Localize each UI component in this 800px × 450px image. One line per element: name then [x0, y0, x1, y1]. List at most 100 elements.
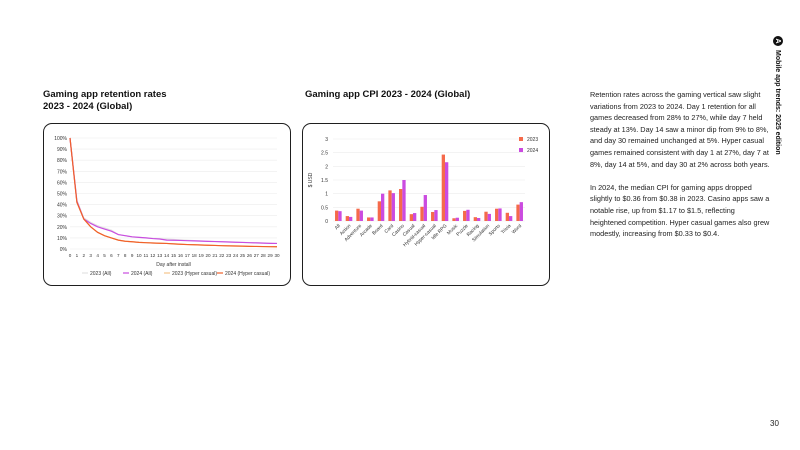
x-tick-label: 23	[226, 253, 232, 258]
x-tick-label: 3	[89, 253, 92, 258]
x-tick-label: 29	[268, 253, 274, 258]
bar	[335, 210, 339, 221]
x-tick-label: 0	[69, 253, 72, 258]
retention-chart-title: Gaming app retention rates 2023 - 2024 (…	[43, 89, 167, 113]
x-tick-label: 4	[96, 253, 99, 258]
x-tick-label: 28	[261, 253, 267, 258]
retention-title-line2: 2023 - 2024 (Global)	[43, 101, 133, 112]
x-tick-label: 24	[233, 253, 239, 258]
y-tick-label: 3	[325, 137, 328, 143]
y-tick-label: 2	[325, 164, 328, 170]
bar	[477, 217, 481, 221]
cpi-chart: 00.511.522.53$ USDAllActionAdventureArca…	[308, 137, 538, 248]
x-tick-label: 5	[103, 253, 106, 258]
x-tick-label: 11	[144, 253, 149, 258]
bar	[423, 195, 427, 221]
bar	[473, 217, 477, 221]
y-tick-label: 20%	[57, 225, 68, 231]
series-line	[69, 137, 278, 248]
legend-label: 2023 (All)	[90, 271, 112, 277]
side-title: A Mobile app trends: 2025 edition	[773, 36, 783, 155]
x-tick-label: Word	[511, 223, 524, 236]
x-tick-label: Trivia	[500, 223, 513, 236]
bar	[391, 193, 395, 221]
x-tick-label: 17	[185, 253, 191, 258]
y-tick-label: 60%	[57, 180, 68, 186]
bar	[402, 180, 406, 221]
bar	[359, 210, 363, 221]
bar	[484, 211, 488, 221]
y-tick-label: 0	[325, 219, 328, 225]
bar	[509, 216, 513, 221]
bar	[367, 217, 371, 221]
x-tick-label: 15	[171, 253, 177, 258]
cpi-chart-card: 0 0.5 1 1.5 2 2.5 3 $ USD All Action Adventure Arca…	[302, 123, 550, 286]
x-tick-label: All	[334, 223, 342, 231]
retention-title-line1: Gaming app retention rates	[43, 89, 167, 100]
x-tick-label: 22	[219, 253, 225, 258]
x-tick-label: 25	[240, 253, 246, 258]
bar	[495, 208, 499, 221]
body-text: Retention rates across the gaming vertic…	[590, 89, 770, 251]
paragraph-cpi: In 2024, the median CPI for gaming apps …	[590, 182, 770, 239]
x-tick-label: Board	[371, 223, 385, 237]
series-line	[69, 137, 278, 245]
x-tick-label: 18	[192, 253, 198, 258]
bar	[445, 162, 449, 221]
bar	[356, 208, 360, 221]
x-tick-label: 21	[212, 253, 218, 258]
x-tick-label: 8	[124, 253, 127, 258]
y-tick-label: 80%	[57, 158, 68, 164]
bar	[338, 211, 342, 221]
brand-logo-icon: A	[773, 36, 783, 46]
cpi-chart-title: Gaming app CPI 2023 - 2024 (Global)	[305, 89, 470, 101]
bar	[399, 189, 403, 221]
y-tick-label: 40%	[57, 203, 68, 209]
bar	[498, 208, 502, 221]
bar	[431, 211, 435, 221]
x-tick-label: 10	[136, 253, 142, 258]
side-title-text: Mobile app trends: 2025 edition	[774, 50, 782, 155]
bar	[409, 214, 413, 221]
y-tick-label: 1	[325, 192, 328, 198]
y-tick-label: 50%	[57, 192, 68, 198]
bar	[516, 204, 520, 221]
x-tick-label: 2	[83, 253, 86, 258]
bar	[466, 209, 470, 221]
bar	[345, 216, 349, 221]
retention-chart: 0%10%20%30%40%50%60%70%80%90%100%0 1 2 3 4 5 6…	[54, 136, 280, 277]
bar	[487, 213, 491, 221]
y-tick-label: 10%	[57, 236, 68, 242]
bar	[441, 154, 445, 221]
y-tick-label: 2.5	[321, 151, 328, 157]
x-tick-label: Arcade	[359, 223, 374, 238]
bar	[452, 218, 456, 221]
cpi-title-text: Gaming app CPI 2023 - 2024 (Global)	[305, 89, 471, 100]
bar	[370, 217, 374, 221]
retention-chart-card: 0% 10% 20% 30% 40% 50% 60% 70% 80% 90% 100% 0 1 2 3 4 5 6…	[43, 123, 291, 286]
y-tick-label: 100%	[54, 136, 67, 142]
x-tick-label: 27	[254, 253, 260, 258]
bar	[349, 216, 353, 221]
x-tick-label: 9	[131, 253, 134, 258]
x-tick-label: 30	[274, 253, 280, 258]
x-tick-label: 7	[117, 253, 120, 258]
y-tick-label: 30%	[57, 214, 68, 220]
x-tick-label: 14	[164, 253, 170, 258]
paragraph-retention: Retention rates across the gaming vertic…	[590, 90, 770, 169]
y-tick-label: 0%	[60, 247, 68, 253]
x-tick-label: 19	[199, 253, 205, 258]
bar	[455, 217, 459, 221]
x-tick-label: 6	[110, 253, 113, 258]
bar	[381, 193, 385, 221]
bar	[420, 206, 424, 221]
legend-label: 2024 (Hyper casual)	[225, 271, 270, 277]
bar	[505, 212, 509, 221]
legend-swatch	[519, 137, 523, 141]
y-tick-label: 0.5	[321, 205, 328, 211]
bar	[463, 210, 467, 221]
y-axis-label: $ USD	[308, 172, 314, 187]
bar	[519, 202, 523, 221]
x-tick-label: 20	[205, 253, 211, 258]
bar	[434, 210, 438, 221]
